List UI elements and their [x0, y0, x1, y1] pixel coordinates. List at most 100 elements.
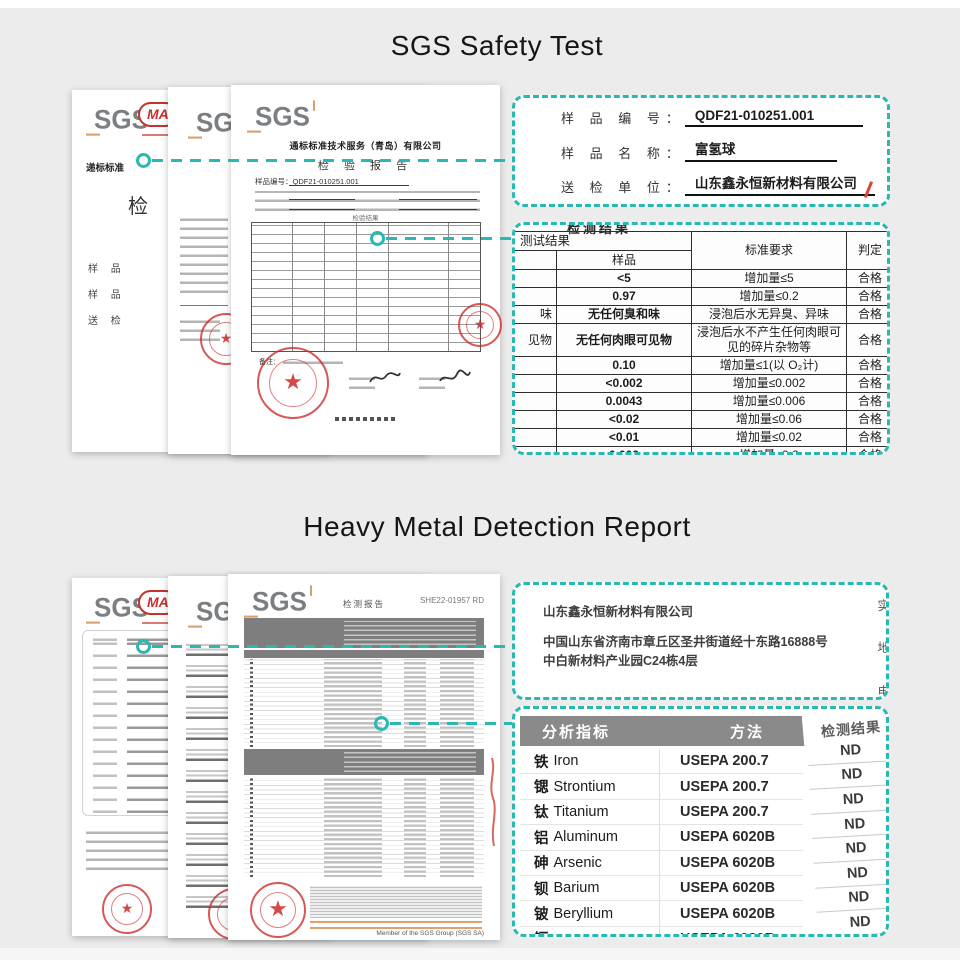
element-method: USEPA 6020B [680, 905, 776, 922]
sample-value: 0.10 [555, 356, 693, 375]
info-value: 山东鑫永恒新材料有限公司 [684, 172, 875, 196]
info-label: 样 品 编 号： [561, 111, 685, 126]
standard-requirement: 增加量≤0.006 [691, 392, 848, 411]
element-en: Arsenic [553, 854, 602, 871]
verdict: 合格 [846, 374, 887, 393]
element-zh: 铍 [534, 907, 549, 924]
element-indicator: 钛 Titanium [520, 799, 660, 825]
field-label-sample: 样 品 [88, 264, 126, 275]
text-placeholder [180, 215, 228, 293]
company-info-callout: 山东鑫永恒新材料有限公司 中国山东省济南市章丘区圣井街道经十东路16888号中白… [512, 582, 889, 700]
red-edge-mark [490, 757, 496, 847]
element-method: USEPA 6020B [680, 880, 776, 897]
item-fragment [515, 410, 557, 429]
callout-connector-line [152, 159, 512, 162]
element-row: 钡 Barium USEPA 6020B [520, 875, 803, 902]
cma-number-bar [142, 134, 184, 136]
magnifier-ring [370, 231, 385, 246]
edge-label-lab: 实 [877, 599, 889, 613]
verdict: 合格 [846, 269, 887, 288]
footer-placeholder [335, 417, 397, 421]
sgs-member-footer: Member of the SGS Group (SGS SA) [376, 930, 484, 937]
element-zh: 镉 [534, 928, 549, 934]
results-row: <0.002 增加量≤0.002 合格 [515, 374, 887, 393]
element-zh: 铁 [534, 754, 549, 771]
sample-value: <0.01 [555, 428, 693, 447]
doc-headline-fragment: 递标标准 [86, 163, 125, 174]
section-title-heavy-metal: Heavy Metal Detection Report [303, 511, 691, 542]
divider-orange [310, 921, 482, 923]
standard-requirement: 增加量≤0.2 [691, 287, 848, 306]
field-label-sample2: 样 品 [88, 290, 126, 301]
results-caption: 检测结果 [567, 225, 632, 236]
item-fragment: 见物 [515, 323, 557, 357]
test-results-callout: 检测结果 测试结果 标准要求 判定 样品 <5 [512, 222, 890, 455]
element-row: 铝 Aluminum USEPA 6020B [520, 825, 803, 851]
standard-requirement: 增加量≤0.2 [691, 446, 848, 452]
sample-value: <0.02 [555, 410, 693, 429]
edge-label-phone: 电 [877, 685, 889, 699]
info-label: 样 品 名 称： [561, 145, 685, 161]
element-method: USEPA 6020B [680, 829, 776, 846]
sample-value: 0.009 [555, 446, 693, 452]
results-caption: 检验结果 [352, 215, 379, 222]
element-row: 钛 Titanium USEPA 200.7 [520, 799, 803, 826]
white-text-placeholder [344, 621, 476, 645]
underline [289, 209, 355, 210]
sample-value: <5 [555, 269, 693, 288]
report-number: SHE22-01957 RD [419, 596, 484, 605]
heavy-metal-table-callout: 分析指标 方法 检测结果 铁 Iron USEPA 200.7 锶 [512, 706, 889, 937]
element-method: USEPA 200.7 [680, 803, 769, 820]
white-text-placeholder [344, 752, 476, 772]
result-value: ND [816, 908, 886, 934]
results-table: 测试结果 标准要求 判定 样品 <5 增加量≤5 合格 [515, 231, 887, 452]
verdict: 合格 [846, 287, 887, 306]
sgs-logo: SGS [247, 100, 315, 133]
info-row: 送 检 单 位： 山东鑫永恒新材料有限公司 [561, 172, 875, 196]
divider [180, 305, 228, 306]
element-zh: 砷 [534, 856, 549, 873]
verdict: 合格 [846, 356, 887, 375]
element-row: 锶 Strontium USEPA 200.7 [520, 774, 803, 800]
info-value: 富氢球 [684, 138, 837, 162]
element-rows: 铁 Iron USEPA 200.7 锶 Strontium USEPA 200… [520, 749, 803, 934]
verdict: 合格 [846, 410, 887, 429]
element-indicator: 砷 Arsenic [520, 850, 660, 875]
standard-requirement: 增加量≤0.06 [691, 410, 848, 429]
element-method: USEPA 6020B [680, 854, 776, 871]
callout-connector-line [152, 645, 512, 648]
element-indicator: 镉 [520, 926, 660, 934]
element-indicator: 铁 Iron [520, 749, 660, 774]
underline [289, 199, 355, 200]
results-row: 0.10 增加量≤1(以 O₂计) 合格 [515, 356, 887, 375]
standard-requirement: 增加量≤5 [691, 269, 848, 288]
element-en: Titanium [553, 803, 609, 820]
section-header-block [244, 749, 484, 775]
report-title: 检测报告 [342, 599, 385, 609]
red-seal-stamp-large [250, 882, 306, 938]
certificate-front-page: SGS 通标标准技术服务（青岛）有限公司 检 验 报 告 样品编号：QDF21-… [231, 85, 502, 455]
info-row: 样 品 名 称： 富氢球 [561, 138, 873, 162]
red-seal-stamp [102, 884, 152, 934]
sgs-logo: SGS [244, 585, 312, 618]
element-zh: 铝 [534, 830, 549, 847]
doc-large-char: 检 [128, 196, 148, 218]
item-fragment [515, 374, 557, 393]
company-address: 中国山东省济南市章丘区圣井街道经十东路16888号中白新材料产业园C24栋4层 [543, 635, 828, 669]
item-fragment [515, 287, 557, 306]
sample-number-line: 样品编号：QDF21-010251.001 [255, 177, 359, 186]
header-empty [515, 250, 557, 270]
header-method: 方法 [730, 723, 765, 741]
element-method: USEPA 6020B [660, 931, 775, 934]
data-rows-placeholder [244, 777, 484, 877]
results-row: 味 无任何臭和味 浸泡后水无异臭、异味 合格 [515, 305, 887, 324]
element-en: Aluminum [553, 829, 618, 846]
results-row: 0.009 增加量≤0.2 合格 [515, 446, 887, 452]
top-white-band [0, 0, 960, 8]
element-method: USEPA 200.7 [680, 753, 769, 770]
element-zh: 钡 [534, 881, 549, 898]
field-placeholder [255, 191, 480, 211]
verdict: 合格 [846, 305, 887, 324]
element-indicator: 铝 Aluminum [520, 825, 660, 850]
sample-value: 无任何肉眼可见物 [555, 323, 693, 357]
